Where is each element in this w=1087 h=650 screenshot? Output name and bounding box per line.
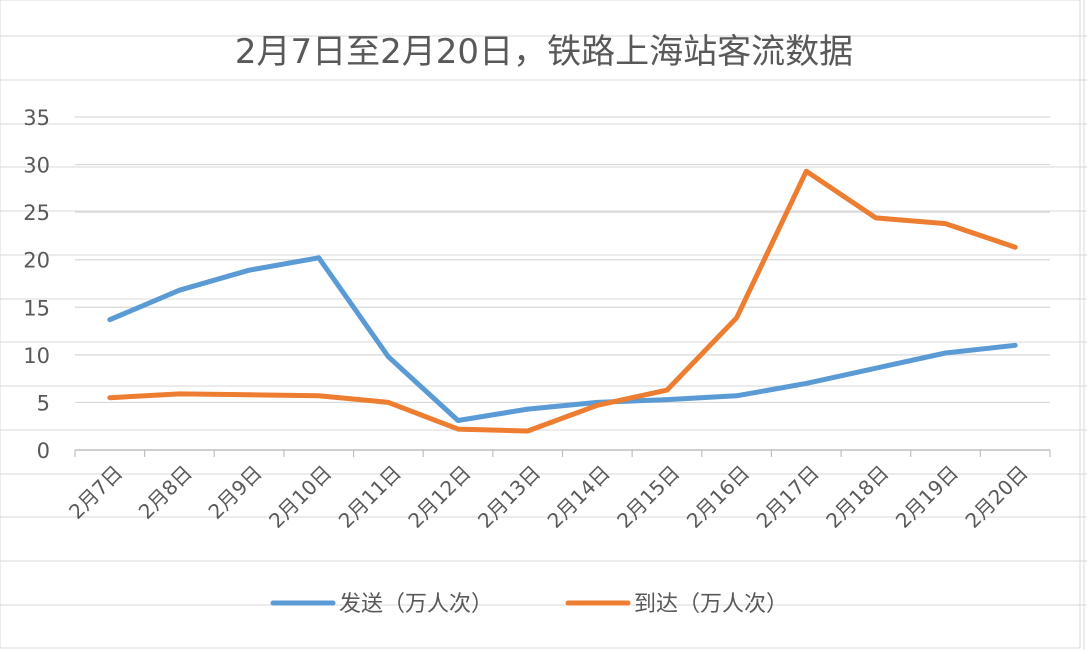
x-tick-label: 2月11日 bbox=[334, 461, 406, 533]
x-tick-label: 2月7日 bbox=[64, 461, 127, 524]
x-tick-label: 2月10日 bbox=[264, 461, 336, 533]
y-tick-label: 20 bbox=[23, 249, 50, 273]
y-tick-label: 35 bbox=[23, 106, 50, 130]
gridlines bbox=[75, 116, 1050, 404]
x-tick-label: 2月13日 bbox=[473, 461, 545, 533]
x-tick-label: 2月14日 bbox=[543, 461, 615, 533]
y-tick-label: 5 bbox=[37, 391, 50, 415]
series-line-1 bbox=[107, 168, 1018, 434]
x-tick-label: 2月17日 bbox=[752, 461, 824, 533]
legend-label: 发送（万人次） bbox=[339, 592, 493, 617]
x-tick-label: 2月8日 bbox=[134, 461, 197, 524]
x-axis-ticks: 2月7日 2月8日 2月9日2月10日2月11日2月12日2月13日2月14日2月1… bbox=[64, 461, 1033, 533]
y-tick-label: 0 bbox=[37, 439, 50, 463]
x-tick-label: 2月20日 bbox=[960, 461, 1032, 533]
y-tick-label: 25 bbox=[23, 201, 50, 225]
x-tick-label: 2月15日 bbox=[612, 461, 684, 533]
x-axis bbox=[74, 449, 1051, 457]
series-lines bbox=[107, 168, 1018, 434]
x-tick-label: 2月19日 bbox=[891, 461, 963, 533]
y-tick-label: 10 bbox=[23, 344, 50, 368]
x-tick-label: 2月12日 bbox=[403, 461, 475, 533]
legend: 发送（万人次） 到达（万人次） bbox=[270, 592, 788, 617]
y-axis-ticks: 0 5 10 15 20 25 30 35 bbox=[23, 106, 50, 463]
x-tick-label: 2月9日 bbox=[203, 461, 266, 524]
series-line-0 bbox=[107, 255, 1018, 423]
x-tick-label: 2月18日 bbox=[821, 461, 893, 533]
y-tick-label: 30 bbox=[23, 154, 50, 178]
chart-title: 2月7日至2月20日，铁路上海站客流数据 bbox=[235, 32, 853, 72]
y-tick-label: 15 bbox=[23, 296, 50, 320]
legend-label: 到达（万人次） bbox=[634, 592, 788, 617]
x-tick-label: 2月16日 bbox=[682, 461, 754, 533]
